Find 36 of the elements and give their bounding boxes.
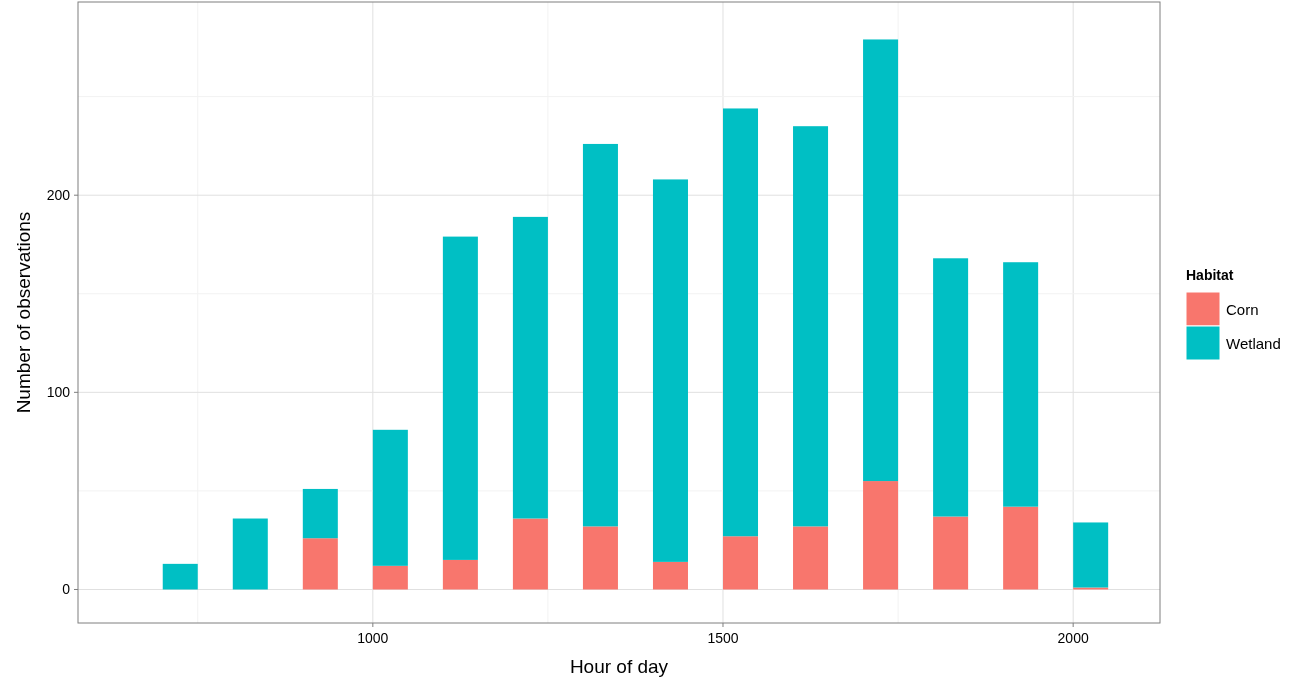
bar [933, 516, 969, 590]
bar [232, 518, 268, 590]
bar [372, 429, 408, 566]
y-axis-title: Number of observations [13, 211, 34, 414]
bar [863, 39, 899, 482]
bar [793, 526, 829, 590]
bar [302, 538, 338, 590]
bar [512, 518, 548, 590]
bar [582, 143, 618, 527]
legend-label: Wetland [1226, 335, 1281, 352]
bar [442, 559, 478, 590]
y-tick-label: 100 [46, 384, 71, 401]
bar [723, 108, 759, 537]
bar [302, 488, 338, 539]
x-tick-label: 2000 [1057, 630, 1089, 646]
y-tick-label: 200 [46, 187, 71, 204]
bar [512, 216, 548, 519]
bar [933, 258, 969, 517]
bar [793, 126, 829, 527]
x-tick-label: 1000 [357, 630, 389, 646]
bar [582, 526, 618, 590]
x-axis-title: Hour of day [569, 656, 669, 677]
x-tick-label: 1500 [707, 630, 739, 646]
bar [372, 565, 408, 590]
y-tick-label: 0 [62, 581, 71, 598]
legend-label: Corn [1226, 301, 1259, 318]
bar [863, 481, 899, 590]
bar [162, 563, 198, 590]
legend-title: Habitat [1186, 267, 1234, 283]
bar [652, 179, 688, 562]
bar [1003, 506, 1039, 590]
bar [723, 536, 759, 590]
bar [652, 561, 688, 590]
bar [442, 236, 478, 560]
bar [1003, 262, 1039, 507]
bar [1073, 522, 1109, 588]
